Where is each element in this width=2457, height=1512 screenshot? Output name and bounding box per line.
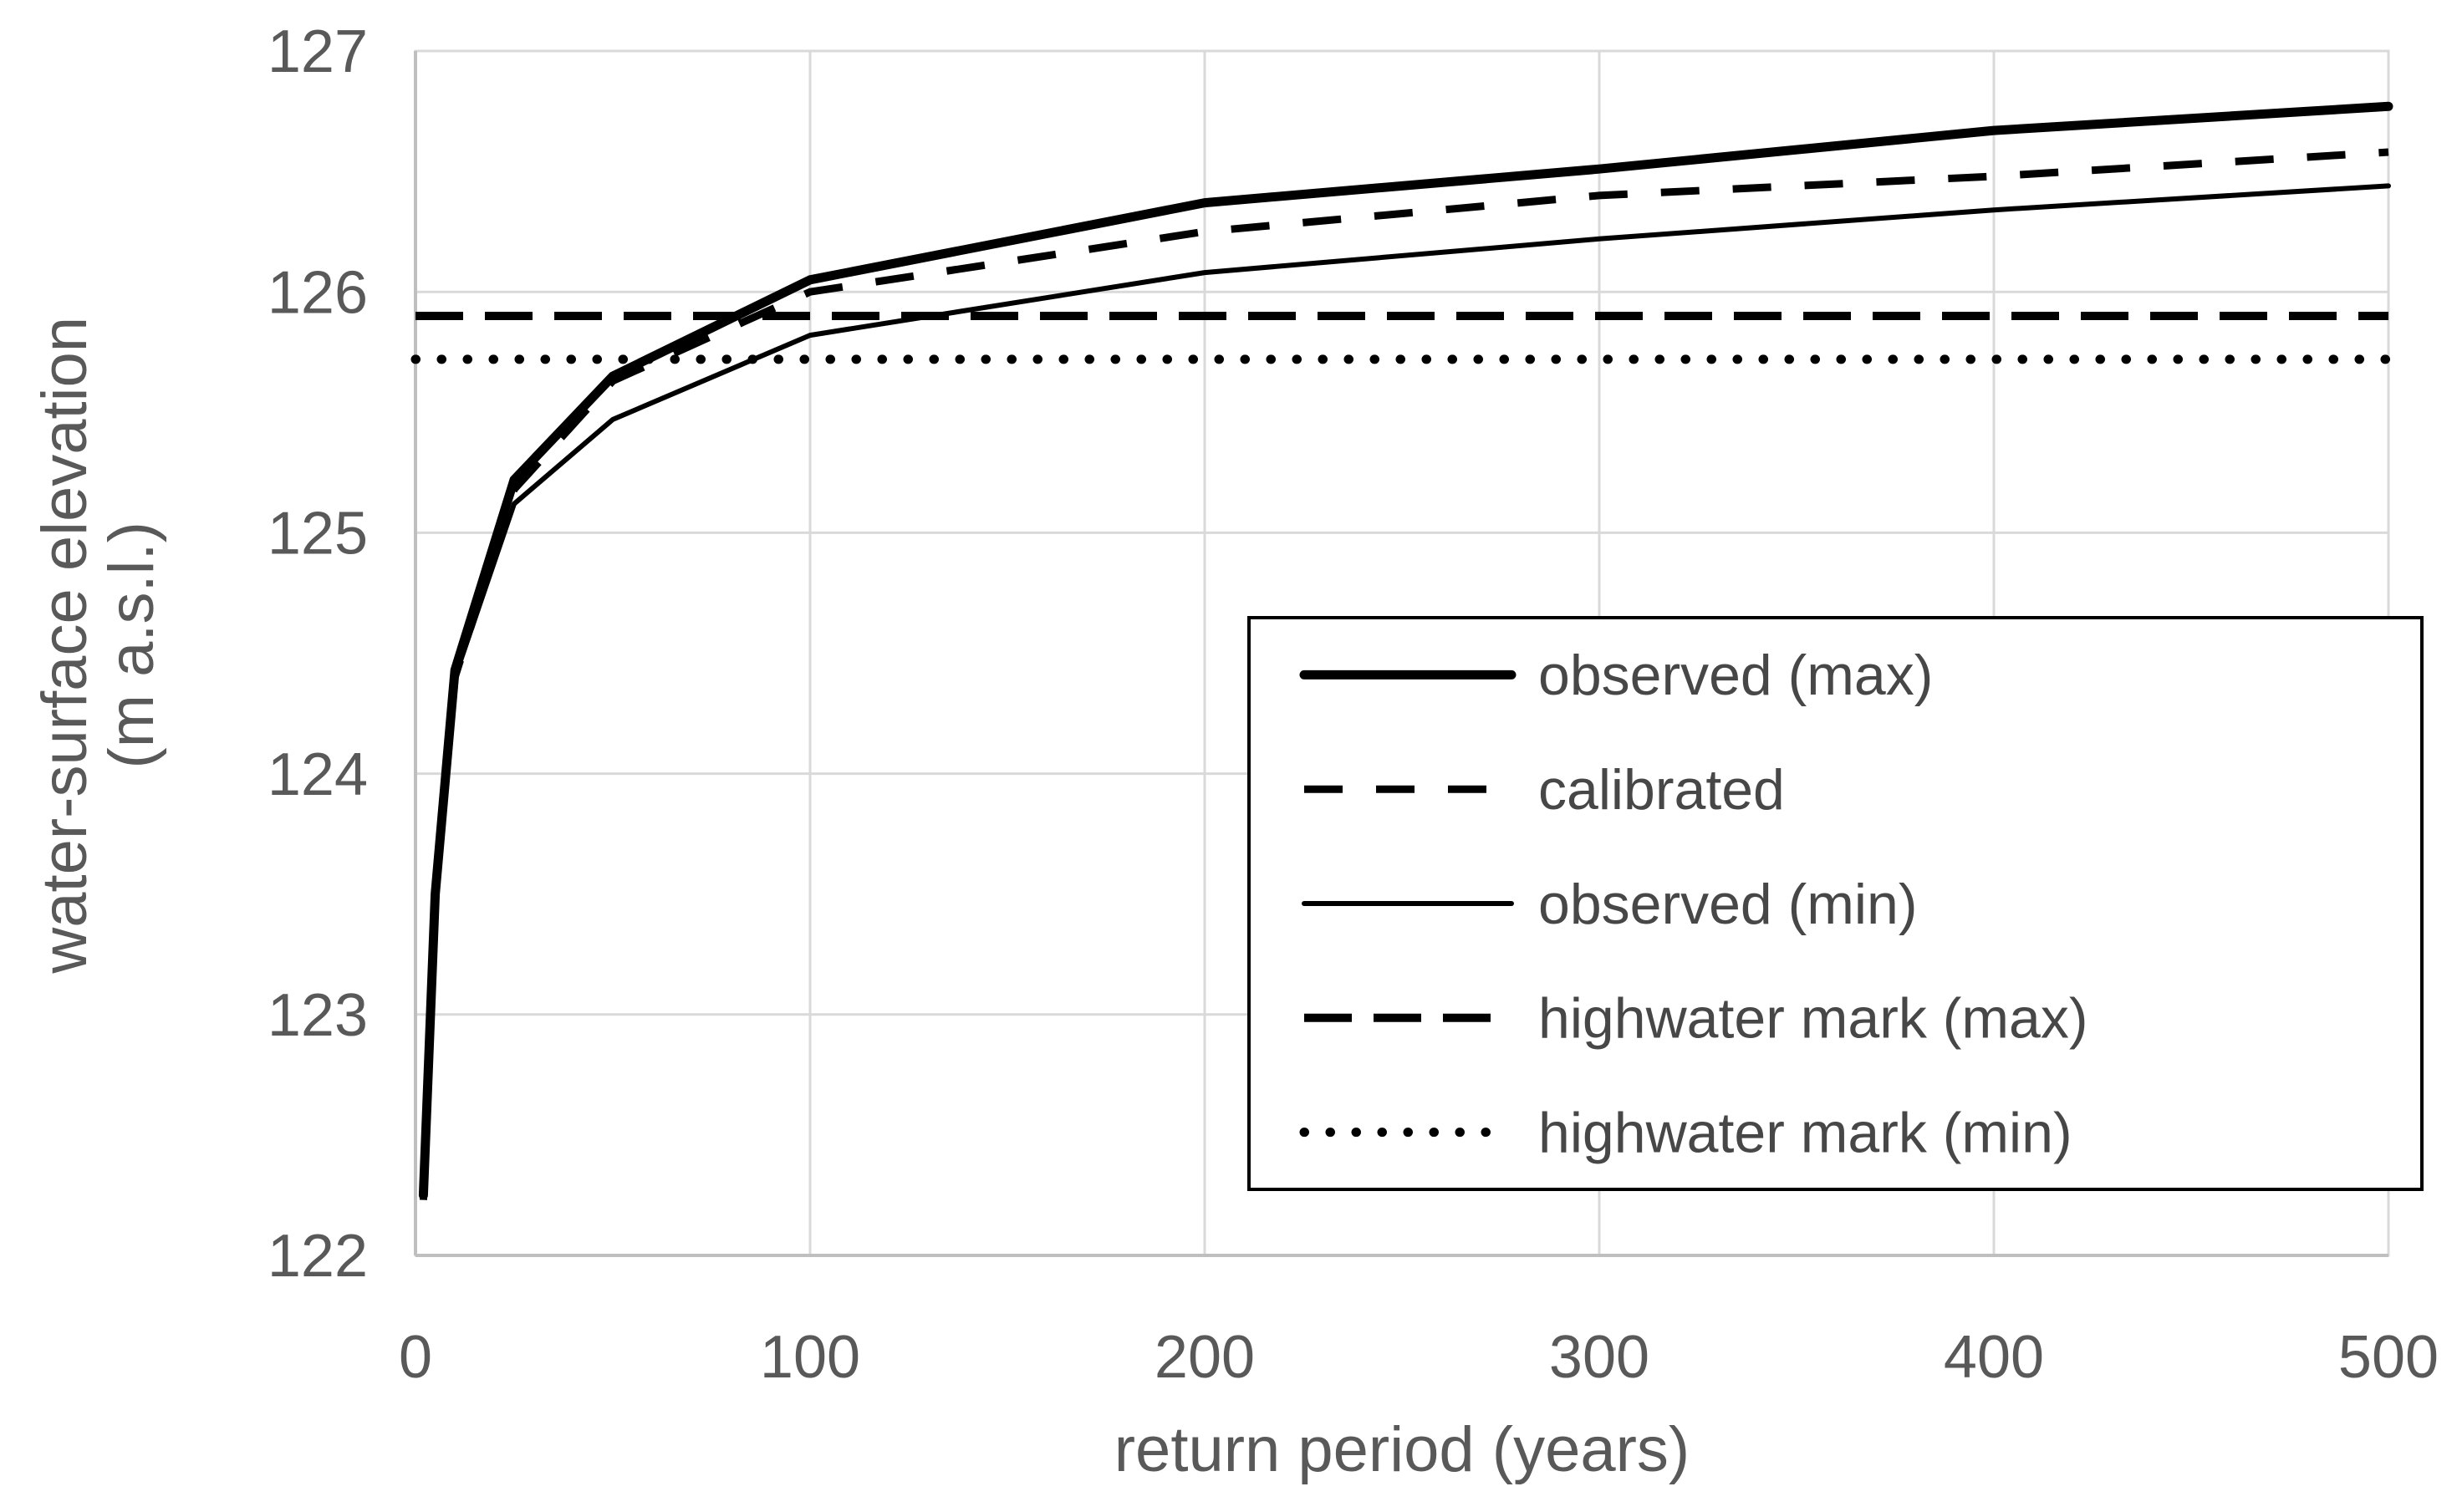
- legend-label-highwater-mark-min-: highwater mark (min): [1538, 1101, 2072, 1164]
- legend-label-observed-max-: observed (max): [1538, 644, 1933, 707]
- x-tick-label-500: 500: [2338, 1324, 2439, 1391]
- y-axis-title-line2: (m a.s.l.): [96, 522, 167, 769]
- x-tick-label-0: 0: [399, 1324, 432, 1391]
- legend-label-highwater-mark-max-: highwater mark (max): [1538, 987, 2088, 1051]
- y-tick-label-122: 122: [268, 1223, 368, 1290]
- x-tick-label-200: 200: [1155, 1324, 1255, 1391]
- y-tick-label-127: 127: [268, 18, 368, 85]
- y-tick-label-125: 125: [268, 501, 368, 568]
- x-axis-title: return period (years): [1114, 1414, 1690, 1485]
- y-axis-title-line1: water-surface elevation: [29, 317, 101, 974]
- x-tick-label-400: 400: [1944, 1324, 2044, 1391]
- x-tick-label-300: 300: [1549, 1324, 1649, 1391]
- y-tick-label-123: 123: [268, 982, 368, 1049]
- legend-label-observed-min-: observed (min): [1538, 873, 1918, 936]
- legend-label-calibrated: calibrated: [1538, 758, 1785, 822]
- x-tick-label-100: 100: [760, 1324, 860, 1391]
- y-tick-label-124: 124: [268, 741, 368, 808]
- series-observed-min-: [421, 183, 2391, 1198]
- y-tick-label-126: 126: [268, 259, 368, 326]
